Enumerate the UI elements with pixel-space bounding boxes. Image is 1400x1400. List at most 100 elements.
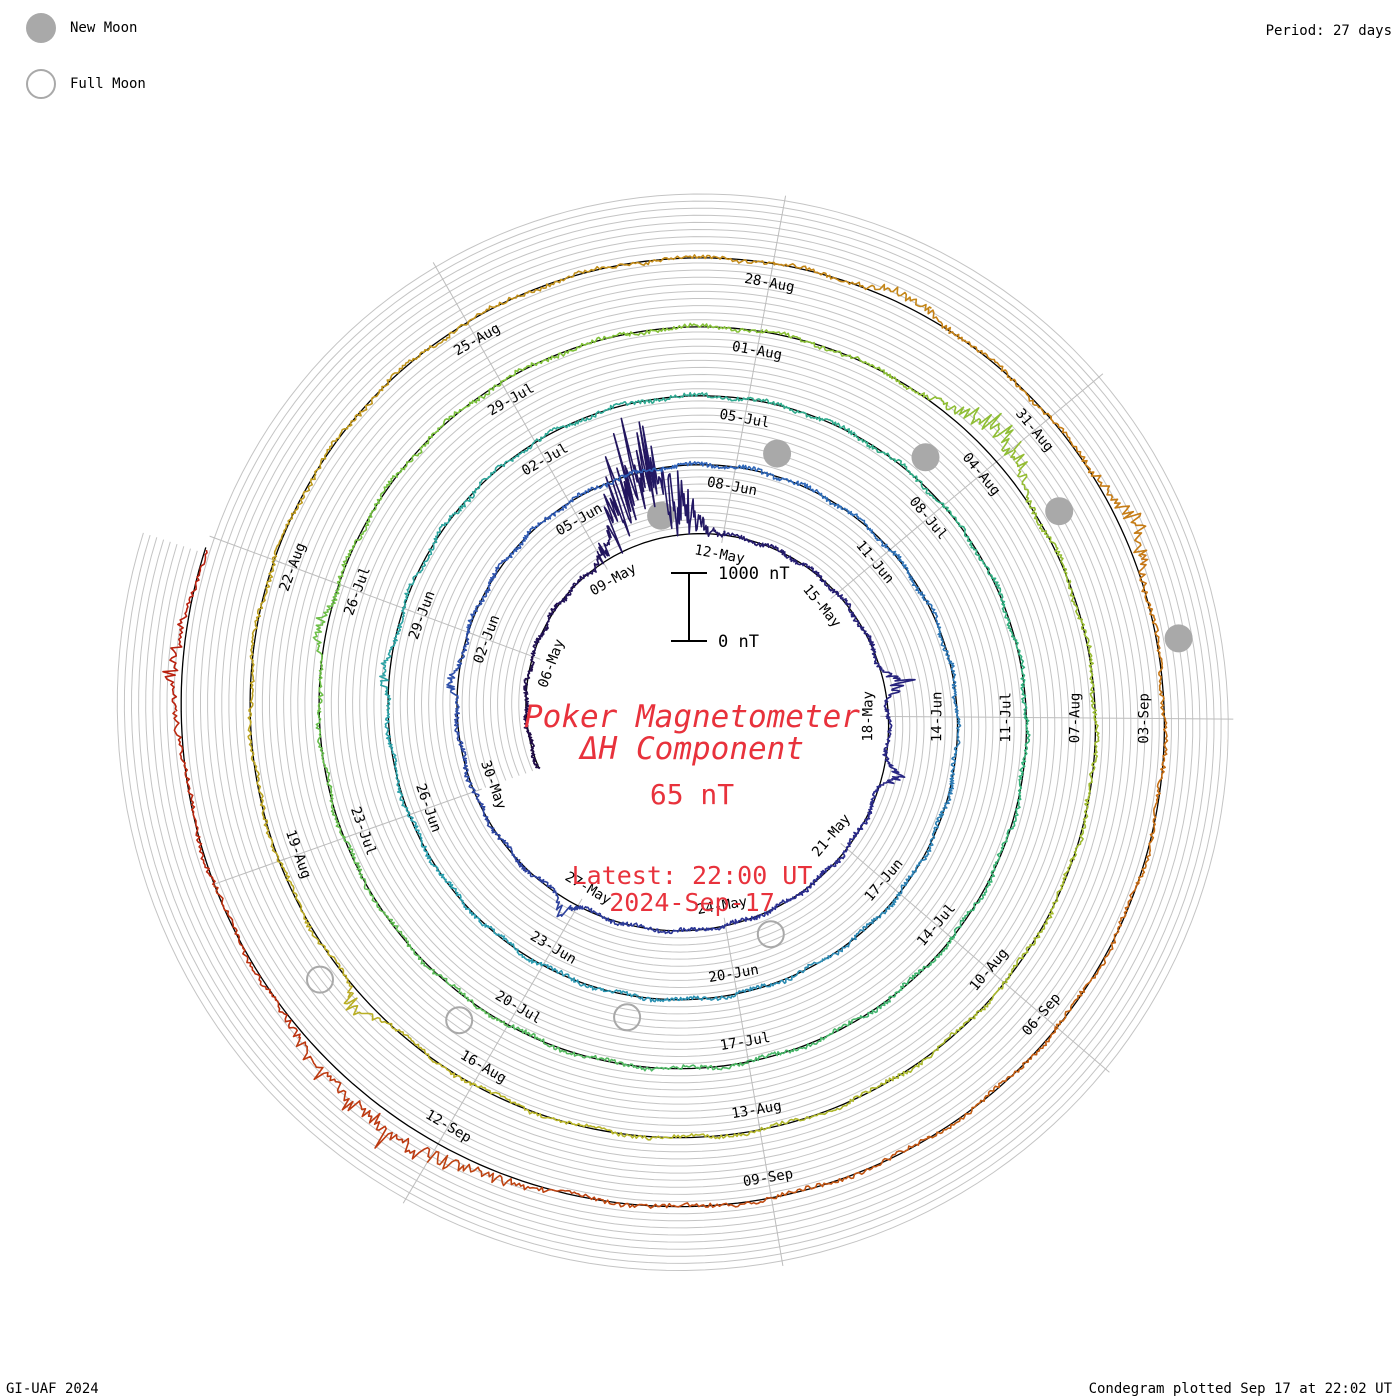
new-moon-label: New Moon [70, 20, 138, 36]
data-trace-segment [248, 557, 277, 712]
date-tick-label: 03-Sep [1136, 693, 1152, 744]
spiral-grid [116, 193, 1229, 1272]
date-spoke [472, 1017, 513, 1085]
data-trace-segment [610, 1129, 761, 1141]
date-tick-label: 17-Jun [862, 856, 907, 905]
data-trace-segment [543, 963, 639, 998]
data-trace-segment [271, 423, 353, 560]
date-spoke [279, 834, 352, 862]
data-trace-segment [758, 1076, 897, 1132]
data-trace-segment [384, 712, 411, 817]
new-moon-marker [911, 443, 940, 472]
plot-timestamp: Condegram plotted Sep 17 at 22:02 UT [1088, 1381, 1392, 1397]
period-label: Period: 27 days [1265, 23, 1392, 39]
grid-spiral-line [145, 221, 1201, 1243]
data-trace-segment [888, 375, 1014, 456]
data-trace-segment [500, 331, 628, 383]
date-tick-label: 02-Jun [471, 613, 504, 666]
data-trace-segment [845, 785, 882, 851]
data-trace-segment [648, 460, 737, 473]
data-trace-segment [871, 649, 916, 719]
date-spoke [437, 1077, 478, 1145]
new-moon-marker [1164, 624, 1193, 653]
date-tick-label: 06-May [535, 637, 568, 690]
data-trace-segment [600, 1196, 772, 1209]
date-spoke [403, 607, 476, 636]
data-trace-segment [407, 815, 464, 904]
data-trace-segment [888, 549, 940, 628]
data-trace-segment [505, 502, 570, 560]
data-trace-segment [1055, 881, 1141, 1031]
data-trace-segment [470, 1083, 614, 1135]
data-trace-segment [409, 944, 509, 1027]
data-trace-segment [736, 957, 829, 995]
date-tick-label: 28-Aug [743, 271, 796, 296]
scale-bar: 1000 nT 0 nT [671, 564, 790, 652]
data-trace-segment [1001, 857, 1075, 985]
data-trace-segment [514, 857, 578, 918]
data-trace-segment [783, 553, 840, 595]
data-trace-segment [379, 608, 406, 714]
date-tick-label: 14-Jul [914, 901, 959, 950]
grid-spiral-line [138, 214, 1208, 1250]
date-spoke [949, 716, 1027, 718]
data-trace-segment [247, 709, 280, 862]
date-tick-label: 31-Aug [1012, 406, 1057, 455]
data-trace-segment [1068, 579, 1098, 721]
date-tick-label: 10-Aug [967, 945, 1012, 994]
latest-date: 2024-Sep-17 [609, 888, 775, 917]
chart-subtitle: ΔH Component [578, 731, 804, 767]
data-trace-segment [295, 1036, 431, 1160]
date-spoke [466, 322, 506, 390]
data-trace-segment [636, 391, 750, 405]
grid-spiral-line [166, 243, 1179, 1222]
date-tick-label: 09-Sep [742, 1166, 795, 1190]
date-spoke [945, 932, 1005, 984]
data-trace-segment [336, 467, 404, 585]
date-spoke [733, 399, 749, 476]
credit-label: GI-UAF 2024 [6, 1381, 99, 1397]
date-tick-label: 11-Jul [998, 692, 1014, 743]
data-trace-segment [792, 848, 849, 900]
full-moon-label: Full Moon [70, 76, 146, 92]
date-spoke [542, 898, 583, 966]
legend-new-moon: New Moon [26, 13, 137, 43]
data-trace-segment [614, 254, 776, 269]
new-moon-icon [26, 13, 56, 43]
date-tick-label: 22-Aug [277, 541, 310, 594]
date-spoke [1087, 717, 1165, 719]
data-trace-segment [859, 937, 954, 1019]
date-spoke [274, 559, 347, 588]
date-spoke [468, 631, 541, 660]
data-traces [162, 254, 1169, 1209]
date-spoke [880, 715, 958, 718]
grid-spiral-line [130, 207, 1215, 1257]
data-trace-segment [837, 592, 876, 652]
date-spoke [830, 549, 891, 599]
date-spoke [840, 843, 900, 894]
data-trace-segment [1138, 553, 1167, 721]
data-trace-segment [342, 836, 411, 948]
date-spoke [500, 382, 540, 450]
data-trace-segment [400, 380, 503, 471]
moon-phase-markers [306, 439, 1193, 1035]
data-trace-segment [461, 902, 545, 967]
data-trace-segment [172, 710, 216, 886]
date-tick-label: 11-Jun [852, 538, 897, 587]
data-trace-segment [853, 434, 945, 508]
date-spoke [338, 583, 412, 612]
data-trace-segment [162, 549, 208, 712]
data-trace-segment [530, 602, 561, 657]
date-tick-label: 29-Jun [406, 589, 439, 642]
full-moon-marker [306, 965, 334, 994]
date-tick-label: 21-May [809, 811, 854, 860]
data-trace-segment [1050, 416, 1148, 558]
date-spoke [758, 1121, 772, 1198]
data-trace-segment [746, 1016, 862, 1063]
date-tick-label: 08-Jul [906, 494, 951, 543]
date-tick-label: 17-Jul [719, 1030, 772, 1054]
data-trace-segment [898, 809, 945, 895]
date-spoke [507, 958, 548, 1026]
date-spoke [1156, 718, 1234, 720]
